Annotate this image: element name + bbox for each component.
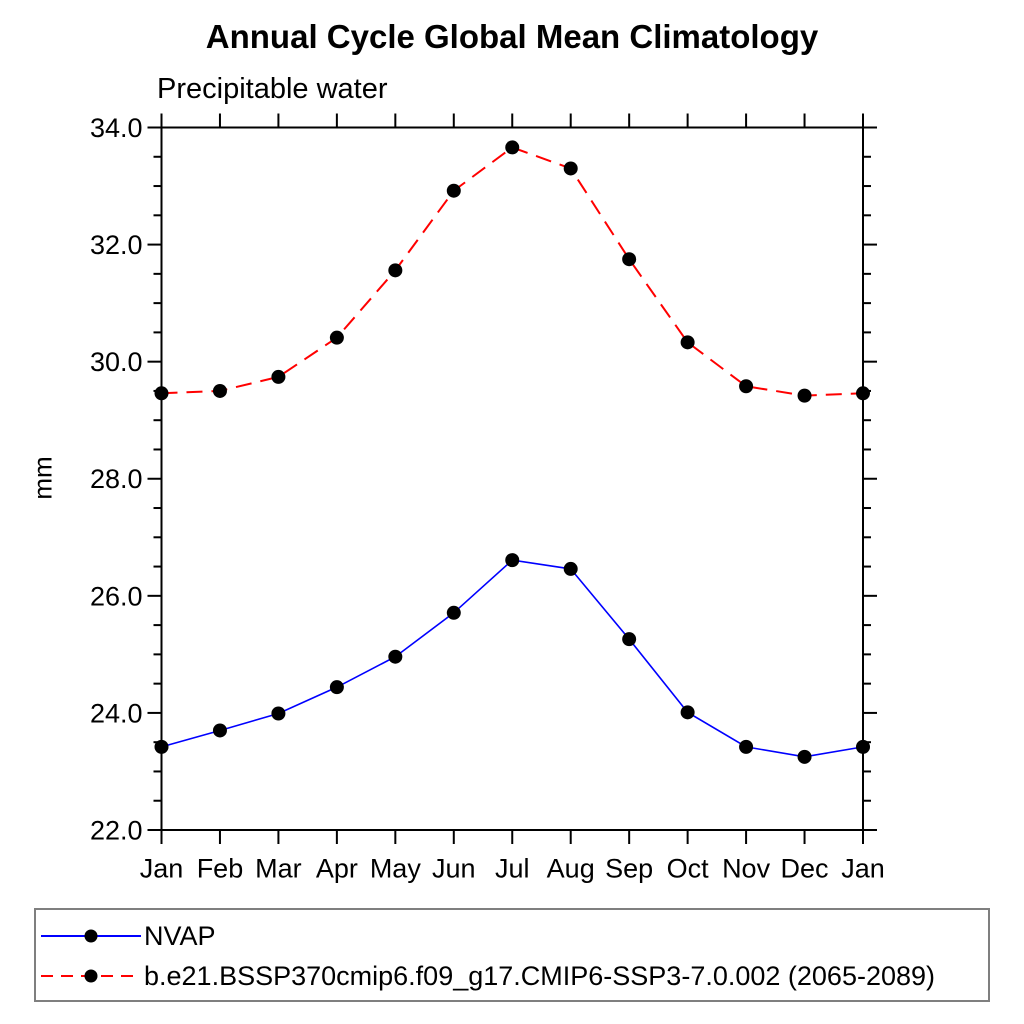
x-tick-label: Apr <box>316 853 358 883</box>
y-tick-label: 26.0 <box>90 581 143 611</box>
chart-left-subtitle: Precipitable water <box>157 73 388 105</box>
x-tick-label: Dec <box>781 853 829 883</box>
data-point <box>797 749 812 764</box>
data-point <box>212 383 227 398</box>
data-point <box>563 561 578 576</box>
legend: NVAP b.e21.BSSP370cmip6.f09_g17.CMIP6-SS… <box>34 908 990 1002</box>
x-tick-label: Sep <box>605 853 653 883</box>
data-point <box>856 739 870 754</box>
data-point <box>329 680 344 695</box>
data-point <box>446 605 461 620</box>
series-line-0 <box>161 559 864 758</box>
data-point <box>212 723 227 738</box>
data-point <box>271 369 286 384</box>
x-tick-label: Jul <box>495 853 530 883</box>
y-tick-label: 32.0 <box>90 230 143 260</box>
y-tick-label: 24.0 <box>90 698 143 728</box>
x-tick-label: Jan <box>841 853 885 883</box>
y-tick-label: 28.0 <box>90 464 143 494</box>
plot-area: 22.0 24.0 26.0 28.0 30.0 32.0 34.0 Jan Feb Mar Apr… <box>90 113 885 884</box>
y-tick-label: 30.0 <box>90 347 143 377</box>
y-tick-label: 34.0 <box>90 113 143 143</box>
x-tick-label: Jun <box>432 853 476 883</box>
legend-sample-marker <box>84 969 98 983</box>
legend-label: b.e21.BSSP370cmip6.f09_g17.CMIP6-SSP3-7.… <box>144 960 936 991</box>
series-line-1 <box>161 146 864 397</box>
plot-frame <box>160 126 864 831</box>
x-tick-label: Nov <box>722 853 771 883</box>
legend-item-nvap: NVAP <box>41 921 216 951</box>
data-point <box>563 161 578 176</box>
data-point <box>446 183 461 198</box>
data-point <box>739 739 754 754</box>
data-point <box>271 706 286 721</box>
data-point <box>680 705 695 720</box>
data-point <box>622 252 637 267</box>
data-point <box>797 388 812 403</box>
data-point <box>622 632 637 647</box>
x-tick-label: Oct <box>667 853 710 883</box>
data-point <box>739 379 754 394</box>
legend-label: NVAP <box>144 920 216 951</box>
chart-title: Annual Cycle Global Mean Climatology <box>205 18 819 55</box>
x-tick-label: Jan <box>140 853 184 883</box>
legend-sample-marker <box>84 929 98 943</box>
legend-line-sample <box>41 969 141 983</box>
legend-line-sample <box>41 929 141 943</box>
x-tick-label: Mar <box>255 853 302 883</box>
data-point <box>154 386 169 401</box>
data-point <box>856 386 870 401</box>
y-tick-label: 22.0 <box>90 815 143 845</box>
x-tick-label: May <box>370 853 422 883</box>
data-point <box>680 335 695 350</box>
x-tick-label: Aug <box>547 853 595 883</box>
data-point <box>505 553 520 568</box>
data-point <box>388 649 403 664</box>
data-point <box>154 739 169 754</box>
legend-item-model: b.e21.BSSP370cmip6.f09_g17.CMIP6-SSP3-7.… <box>41 961 935 991</box>
data-point <box>388 263 403 278</box>
x-tick-label: Feb <box>197 853 244 883</box>
data-point <box>505 140 520 155</box>
data-point <box>329 330 344 345</box>
